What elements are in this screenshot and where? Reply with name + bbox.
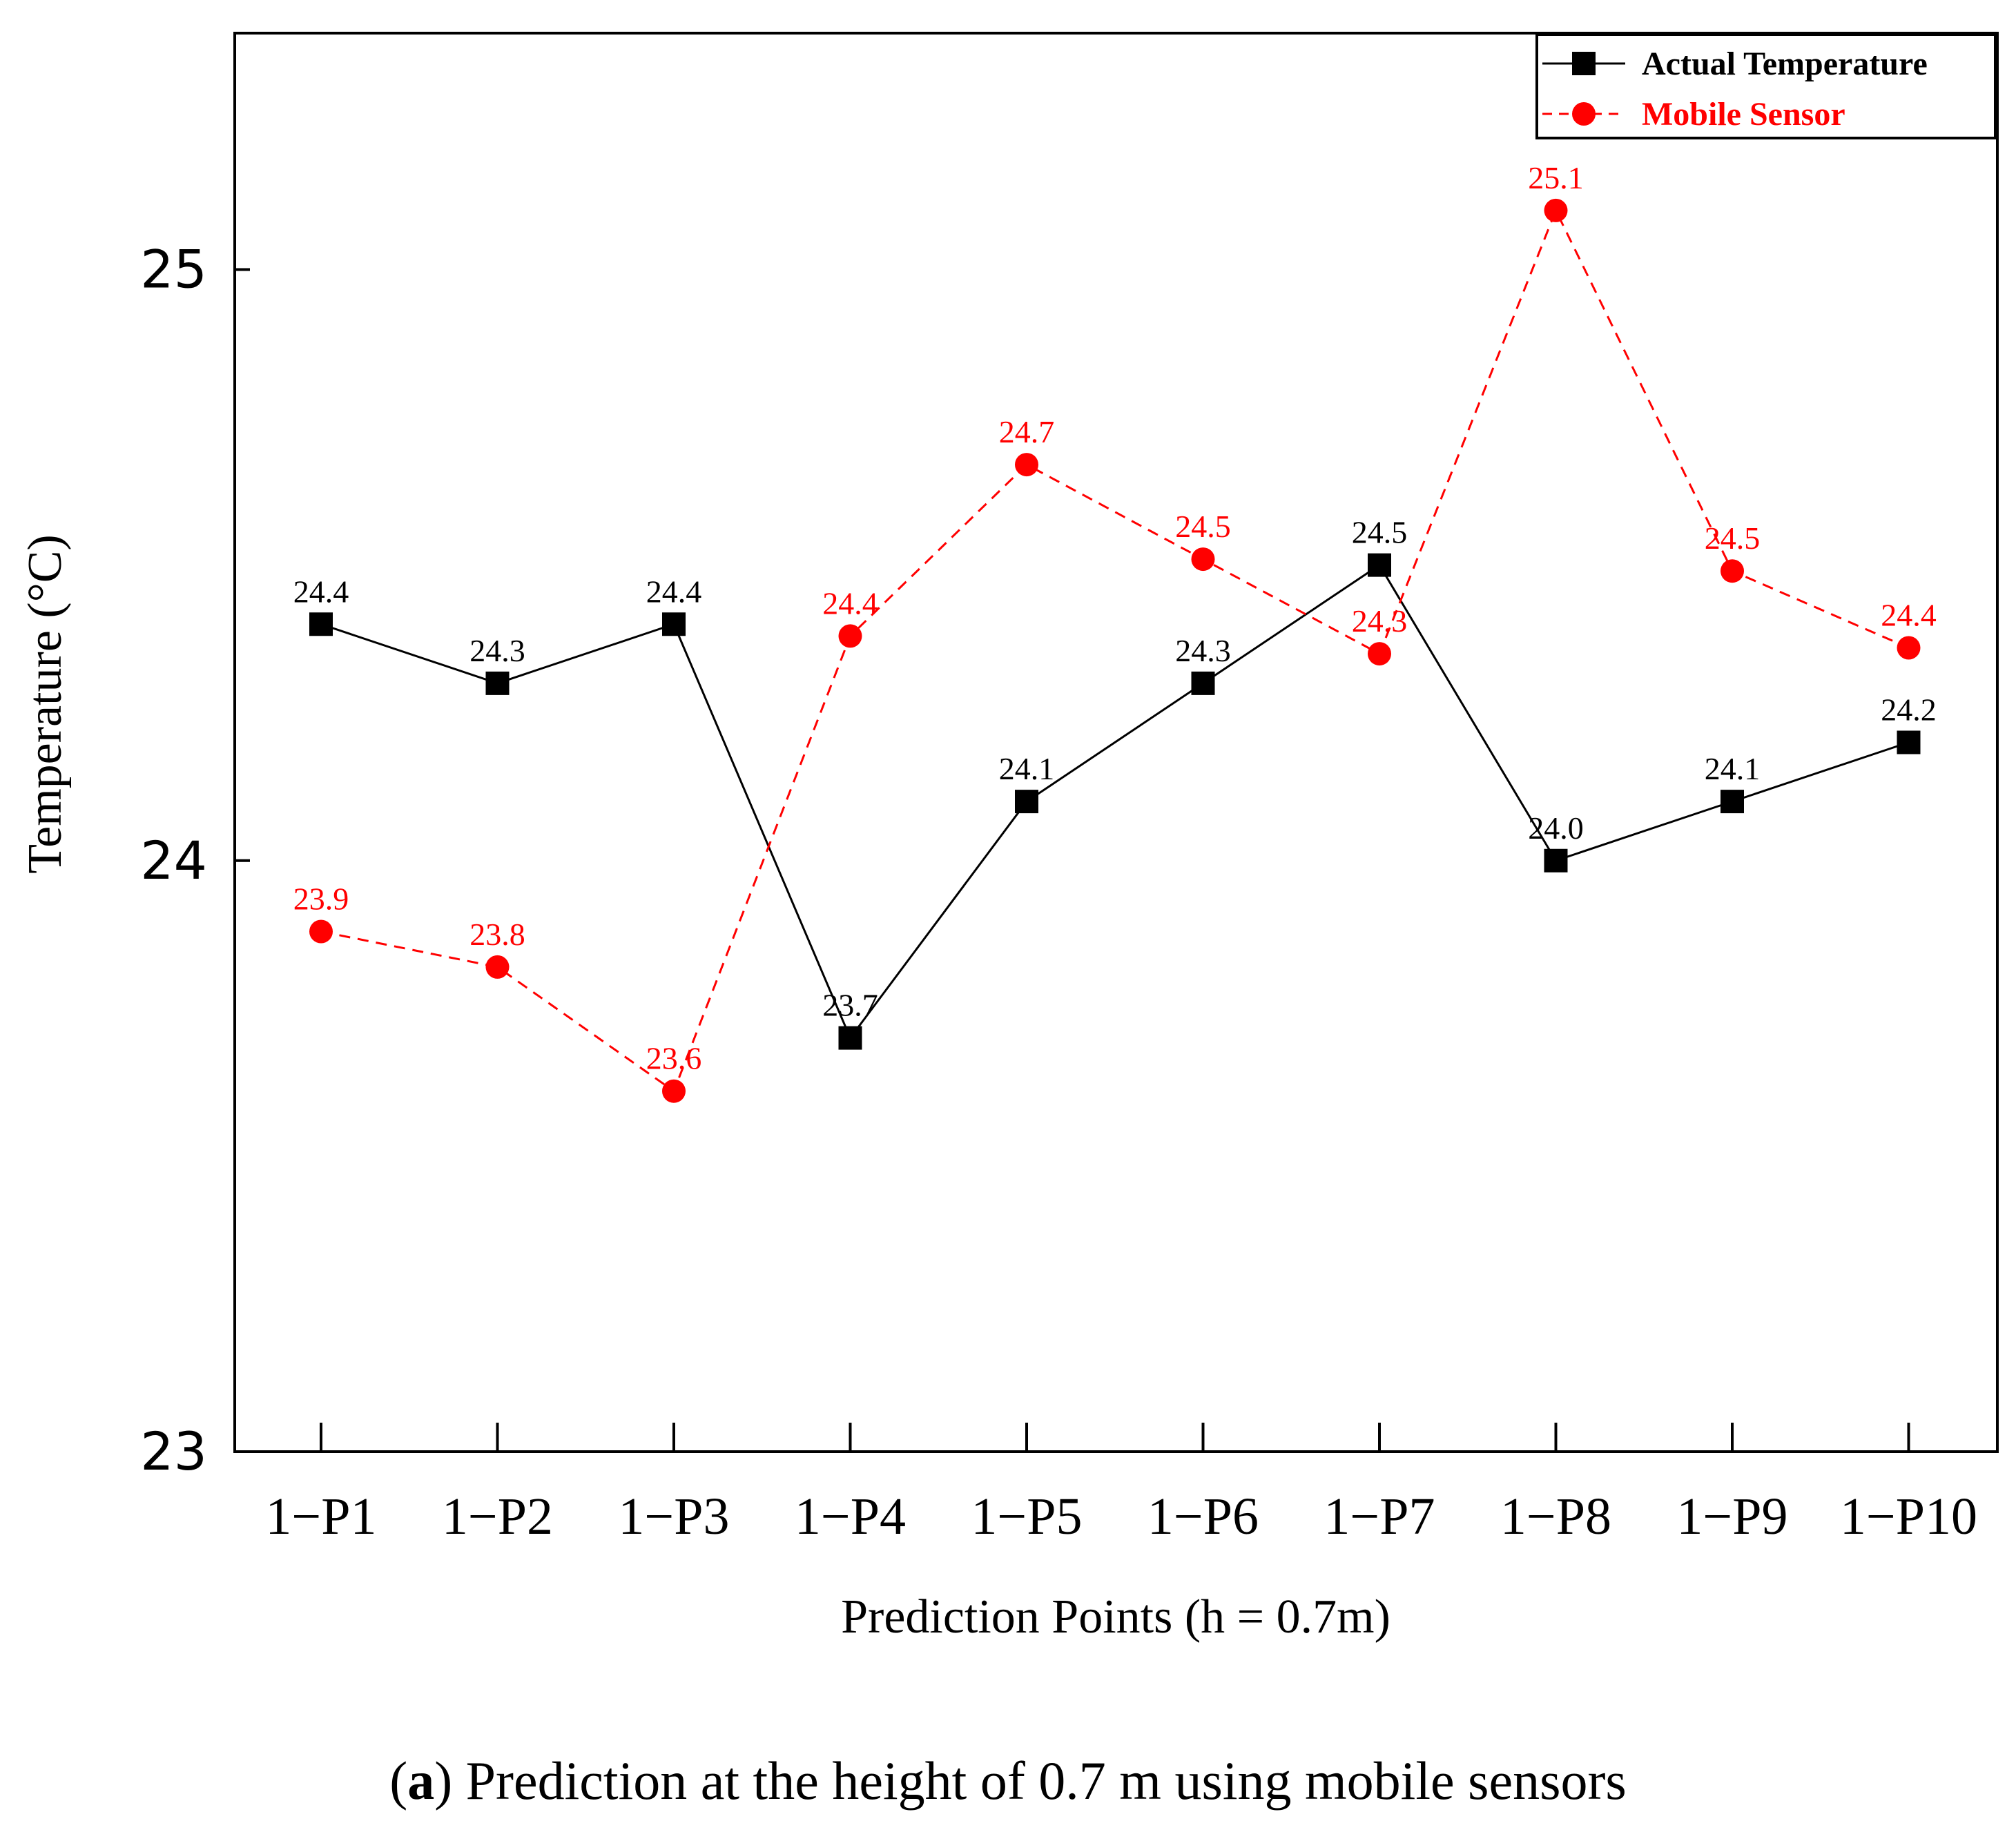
series-line-mobile-sensor (320, 208, 1910, 1093)
data-label-actual-temperature: 24.4 (646, 574, 702, 609)
data-label-actual-temperature: 24.2 (1881, 692, 1937, 728)
data-point-actual-temperature (309, 612, 333, 636)
data-point-mobile-sensor (1191, 547, 1215, 572)
data-point-mobile-sensor (309, 919, 333, 944)
legend-label-actual: Actual Temperature (1642, 46, 1928, 82)
data-point-mobile-sensor (1721, 559, 1744, 583)
legend-square-marker (1572, 52, 1596, 75)
data-label-mobile-sensor: 23.8 (469, 917, 525, 952)
data-point-mobile-sensor (1368, 642, 1391, 666)
data-point-actual-temperature (1544, 848, 1568, 873)
y-tick-label: 24 (140, 830, 207, 891)
data-point-actual-temperature (838, 1026, 862, 1050)
x-tick-label: 1−P4 (795, 1488, 906, 1546)
x-tick-label: 1−P3 (618, 1488, 729, 1546)
caption-letter: a (407, 1751, 435, 1811)
figure-caption: (a) Prediction at the height of 0.7 m us… (0, 1750, 2016, 1812)
legend-box (1535, 33, 1997, 139)
x-tick-label: 1−P5 (971, 1488, 1082, 1546)
y-axis-title: Temperature (°C) (19, 534, 72, 873)
data-point-mobile-sensor (1897, 636, 1921, 660)
x-tick-label: 1−P2 (442, 1488, 553, 1546)
series-line-actual-temperature (320, 563, 1909, 1040)
plot-area (233, 32, 1999, 1453)
data-label-mobile-sensor: 24.3 (1352, 603, 1408, 639)
data-point-mobile-sensor (1015, 453, 1038, 477)
data-point-actual-temperature (485, 671, 510, 695)
caption-text: ) Prediction at the height of 0.7 m usin… (434, 1751, 1627, 1811)
legend: Actual Temperature Mobile Sensor (1535, 33, 1997, 139)
data-point-mobile-sensor (838, 624, 862, 648)
data-label-actual-temperature: 24.0 (1528, 810, 1584, 846)
series-layer: 24.4 24.3 24.4 23.7 24.1 24.3 24.5 24.0 24.1 24.2… (293, 160, 1937, 1103)
data-point-mobile-sensor (662, 1079, 686, 1103)
data-point-mobile-sensor (1544, 198, 1568, 222)
data-label-mobile-sensor: 24.5 (1705, 520, 1761, 556)
data-point-actual-temperature (662, 612, 686, 636)
x-tick-label: 1−P6 (1147, 1488, 1259, 1546)
legend-item-actual-temperature: Actual Temperature (1542, 46, 1928, 82)
x-tick-label: 1−P8 (1500, 1488, 1611, 1546)
legend-item-mobile-sensor: Mobile Sensor (1542, 96, 1845, 133)
data-label-actual-temperature: 24.1 (999, 751, 1055, 786)
series-actual-temperature: 24.4 24.3 24.4 23.7 24.1 24.3 24.5 24.0 24.1 24.2 (293, 515, 1937, 1050)
data-label-mobile-sensor: 24.4 (822, 585, 878, 621)
x-tick-label: 1−P9 (1676, 1488, 1787, 1546)
data-label-mobile-sensor: 25.1 (1528, 160, 1584, 195)
data-label-mobile-sensor: 24.4 (1881, 598, 1937, 633)
data-point-mobile-sensor (485, 955, 510, 979)
data-label-actual-temperature: 24.3 (469, 633, 525, 668)
data-point-actual-temperature (1368, 553, 1391, 577)
data-point-actual-temperature (1015, 790, 1038, 814)
data-point-actual-temperature (1191, 671, 1215, 695)
y-tick-label: 25 (140, 239, 207, 300)
data-label-actual-temperature: 24.4 (293, 574, 349, 609)
x-tick-label: 1−P10 (1840, 1488, 1977, 1546)
y-tick-label: 23 (140, 1421, 207, 1482)
data-point-actual-temperature (1897, 730, 1921, 754)
x-tick-label: 1−P1 (265, 1488, 376, 1546)
data-label-actual-temperature: 24.3 (1175, 633, 1231, 668)
data-point-actual-temperature (1721, 790, 1744, 814)
legend-circle-marker (1572, 102, 1596, 126)
data-label-mobile-sensor: 24.5 (1175, 509, 1231, 544)
data-label-actual-temperature: 23.7 (822, 988, 878, 1023)
x-axis: 1−P1 1−P2 1−P3 1−P4 1−P5 1−P6 1−P7 1−P8 1−P9 1−P1… (265, 1423, 1977, 1546)
y-axis: 23 24 25 (140, 239, 250, 1482)
data-label-actual-temperature: 24.5 (1352, 515, 1408, 550)
data-label-mobile-sensor: 23.6 (646, 1041, 702, 1076)
series-mobile-sensor: 23.9 23.8 23.6 24.4 24.7 24.5 24.3 25.1 24.5 24.4 (293, 160, 1937, 1103)
x-axis-title: Prediction Points (h = 0.7m) (841, 1590, 1390, 1644)
legend-label-mobile: Mobile Sensor (1642, 96, 1845, 133)
caption-prefix: ( (389, 1751, 408, 1811)
data-label-mobile-sensor: 23.9 (293, 881, 349, 917)
x-tick-label: 1−P7 (1324, 1488, 1435, 1546)
data-label-actual-temperature: 24.1 (1705, 751, 1761, 786)
data-label-mobile-sensor: 24.7 (999, 414, 1055, 449)
